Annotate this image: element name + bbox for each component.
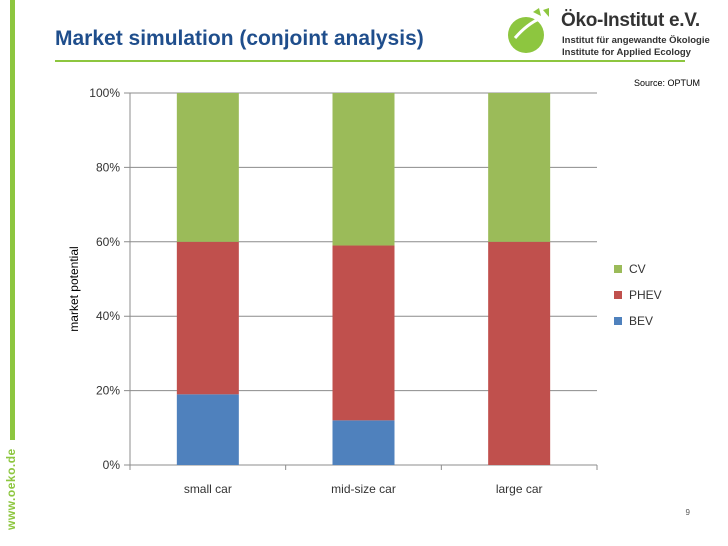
- legend-label: CV: [629, 262, 646, 276]
- legend-label: PHEV: [629, 288, 662, 302]
- y-axis-label: market potential: [67, 246, 81, 331]
- chart-legend: CV PHEV BEV: [614, 256, 662, 334]
- legend-label: BEV: [629, 314, 654, 328]
- logo-name: Öko-Institut e.V.: [561, 10, 700, 31]
- side-stripe: [10, 0, 15, 440]
- bar-segment-phev: [332, 245, 395, 421]
- y-tick-label: 100%: [89, 86, 120, 100]
- bar-segment-bev: [176, 394, 239, 465]
- bar-segment-cv: [488, 93, 551, 242]
- legend-swatch: [614, 265, 622, 273]
- y-tick-label: 20%: [96, 384, 120, 398]
- source-note: Source: OPTUM: [633, 78, 700, 88]
- legend-swatch: [614, 317, 622, 325]
- bar-segment-phev: [488, 241, 551, 465]
- side-bar: www.oeko.de: [0, 0, 32, 546]
- bar-segment-cv: [332, 93, 395, 246]
- bar-segment-bev: [332, 420, 395, 465]
- y-tick-label: 0%: [103, 458, 121, 472]
- logo-line-2: Institute for Applied Ecology: [562, 47, 691, 58]
- slide-title: Market simulation (conjoint analysis): [55, 27, 424, 50]
- legend-item-phev: PHEV: [614, 282, 662, 308]
- x-tick-label: large car: [496, 482, 543, 496]
- y-tick-label: 60%: [96, 235, 120, 249]
- x-tick-label: mid-size car: [331, 482, 396, 496]
- title-underline: [55, 60, 685, 62]
- legend-item-cv: CV: [614, 256, 662, 282]
- logo: Öko-Institut e.V. Institut für angewandt…: [505, 8, 725, 64]
- y-tick-label: 80%: [96, 160, 120, 174]
- page-number: 9: [685, 508, 690, 517]
- x-tick-label: small car: [184, 482, 232, 496]
- bar-segment-phev: [176, 241, 239, 395]
- logo-line-1: Institut für angewandte Ökologie: [562, 35, 710, 46]
- bar-segment-cv: [176, 93, 239, 242]
- legend-item-bev: BEV: [614, 308, 662, 334]
- logo-icon: [508, 8, 549, 53]
- legend-swatch: [614, 291, 622, 299]
- y-tick-label: 40%: [96, 309, 120, 323]
